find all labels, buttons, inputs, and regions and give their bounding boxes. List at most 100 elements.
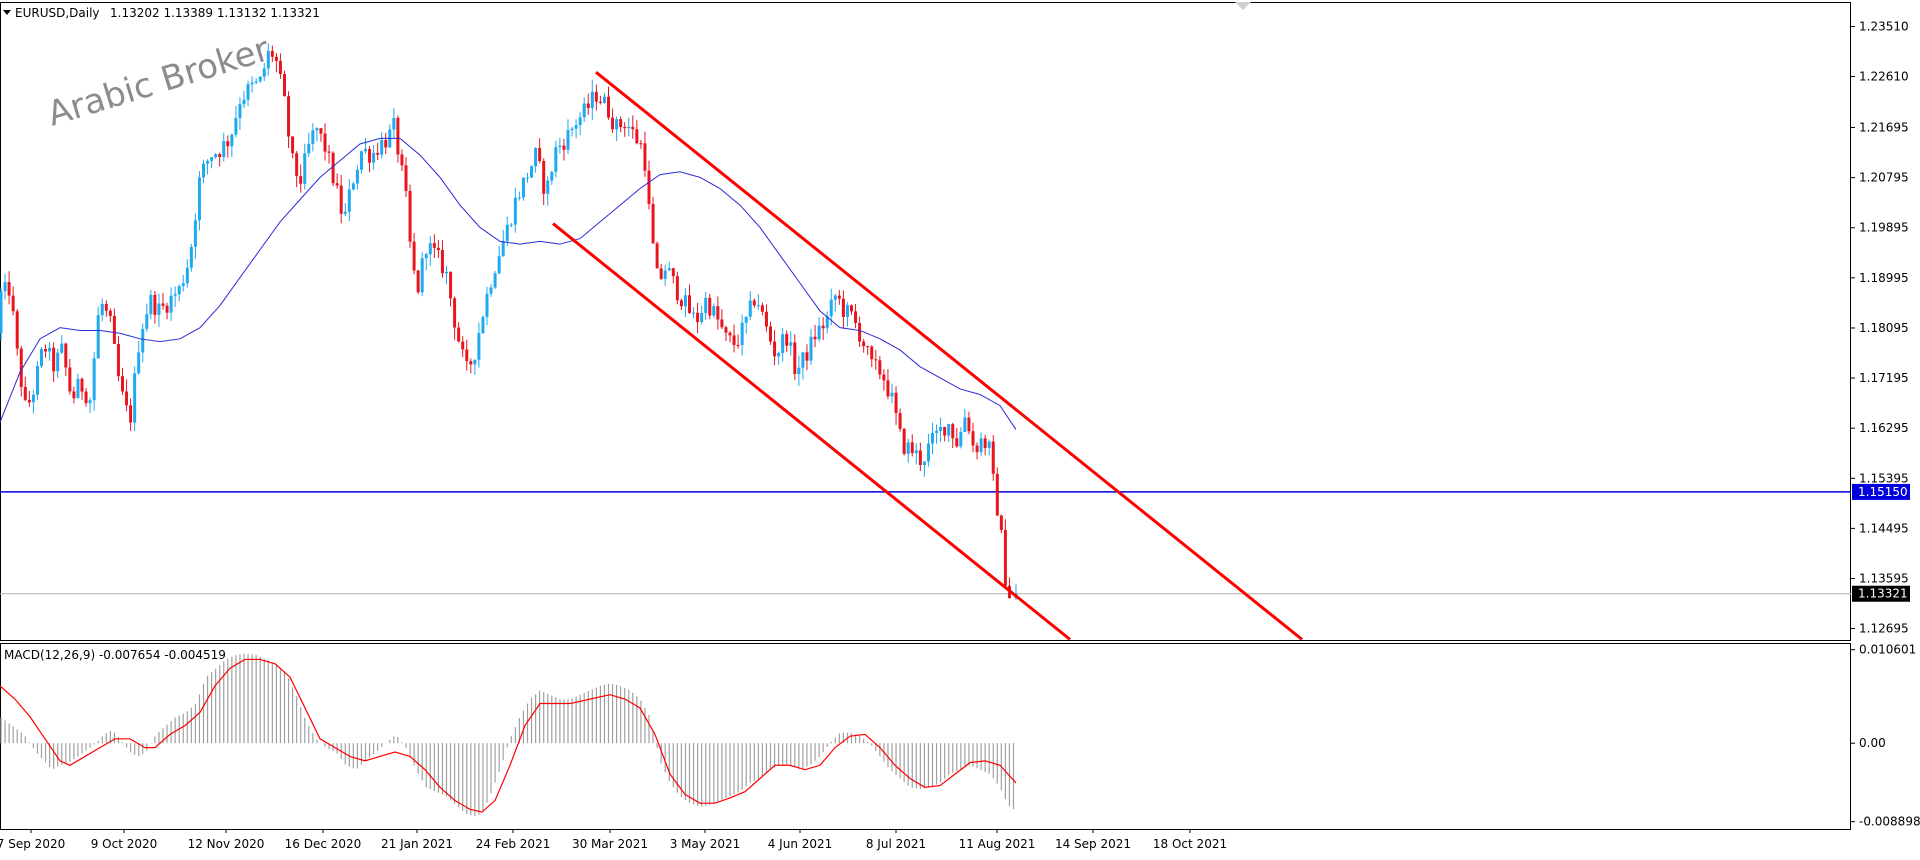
candle <box>380 132 384 159</box>
candle <box>396 115 400 163</box>
channel-lower-trendline[interactable] <box>552 222 1071 640</box>
price-tick-label: 1.14495 <box>1859 521 1909 535</box>
price-tick-label: 1.18995 <box>1859 271 1909 285</box>
candle <box>659 263 663 281</box>
time-tick-label: 3 May 2021 <box>670 837 741 851</box>
candle <box>926 433 930 467</box>
candle <box>882 369 886 391</box>
candle <box>274 52 278 73</box>
candle <box>11 286 15 316</box>
candle <box>651 196 655 244</box>
candle <box>744 316 748 334</box>
candle <box>542 158 546 206</box>
candle <box>615 116 619 142</box>
time-tick-label: 4 Jun 2021 <box>768 837 833 851</box>
candle <box>88 397 92 414</box>
candle <box>862 339 866 353</box>
candle <box>550 170 554 185</box>
candle <box>692 307 696 319</box>
macd-axis[interactable]: 0.010601 0.00 -0.008898 <box>1851 643 1920 829</box>
candle <box>850 304 853 315</box>
candle <box>538 138 542 164</box>
candle <box>76 373 80 399</box>
candle <box>874 349 878 370</box>
candle <box>627 117 631 137</box>
candle <box>52 342 56 383</box>
candle <box>886 369 890 400</box>
candle <box>129 398 133 431</box>
candle <box>683 288 687 318</box>
price-panel[interactable]: 1.23510 1.22610 1.21695 1.20795 1.19895 1.189… <box>0 2 1910 641</box>
candle <box>214 152 218 159</box>
moving-average-line <box>0 137 1017 430</box>
macd-label: MACD(12,26,9) -0.007654 -0.004519 <box>4 648 226 662</box>
candle <box>331 151 335 186</box>
candle <box>246 80 250 107</box>
candle <box>44 344 48 358</box>
candle <box>716 296 720 330</box>
candle <box>291 136 295 159</box>
macd-panel[interactable]: 0.010601 0.00 -0.008898 <box>0 643 1920 830</box>
time-tick-label: 11 Aug 2021 <box>959 837 1036 851</box>
candle <box>918 442 922 471</box>
price-tick-label: 1.22610 <box>1859 70 1909 84</box>
candle <box>566 119 570 155</box>
candle <box>428 235 432 267</box>
candle <box>845 302 849 327</box>
candle <box>368 145 372 173</box>
price-axis[interactable]: 1.23510 1.22610 1.21695 1.20795 1.19895 1.189… <box>1851 19 1909 636</box>
candle <box>878 356 882 380</box>
time-tick-label: 14 Sep 2021 <box>1055 837 1131 851</box>
price-tick-label: 1.18095 <box>1859 321 1909 335</box>
candle <box>983 434 987 456</box>
menu-triangle-icon[interactable] <box>3 10 11 15</box>
candle <box>7 271 11 305</box>
candle <box>404 157 408 197</box>
candle <box>347 179 351 222</box>
candle <box>554 141 558 178</box>
candle <box>708 293 712 320</box>
candle <box>372 145 376 170</box>
one-click-trading-icon[interactable] <box>1235 2 1251 10</box>
candle <box>501 229 505 257</box>
candle <box>359 150 363 174</box>
time-axis[interactable]: 7 Sep 2020 9 Oct 2020 12 Nov 2020 16 Dec 20… <box>0 829 1227 851</box>
candle <box>242 90 246 109</box>
candle <box>3 273 7 300</box>
candle <box>400 149 404 172</box>
candle <box>133 366 137 432</box>
candle <box>623 122 627 137</box>
candle <box>457 322 461 343</box>
candle <box>189 243 193 272</box>
candle <box>688 284 691 314</box>
candle <box>307 132 311 158</box>
support-price-badge-label: 1.15150 <box>1858 485 1908 499</box>
candle <box>894 386 898 425</box>
candle <box>530 165 534 179</box>
candle <box>327 145 331 164</box>
candle <box>364 137 367 154</box>
candle <box>210 157 214 169</box>
candle <box>432 234 436 259</box>
candle <box>343 203 347 217</box>
time-tick-label: 18 Oct 2021 <box>1153 837 1227 851</box>
candle <box>141 323 145 363</box>
candle <box>145 303 149 332</box>
macd-signal-line <box>0 658 1017 813</box>
candle <box>999 514 1003 534</box>
candle <box>64 342 68 376</box>
candle <box>1003 519 1007 586</box>
candle <box>416 269 420 295</box>
candle <box>752 298 756 308</box>
channel-upper-trendline[interactable] <box>595 70 1303 640</box>
candle <box>963 408 967 433</box>
candle <box>497 245 501 275</box>
price-tick-label: 1.16295 <box>1859 421 1909 435</box>
candle <box>854 303 858 329</box>
candle <box>112 308 116 345</box>
candle <box>355 165 359 190</box>
candle <box>562 138 566 161</box>
candle <box>578 112 582 136</box>
candle <box>477 322 481 368</box>
